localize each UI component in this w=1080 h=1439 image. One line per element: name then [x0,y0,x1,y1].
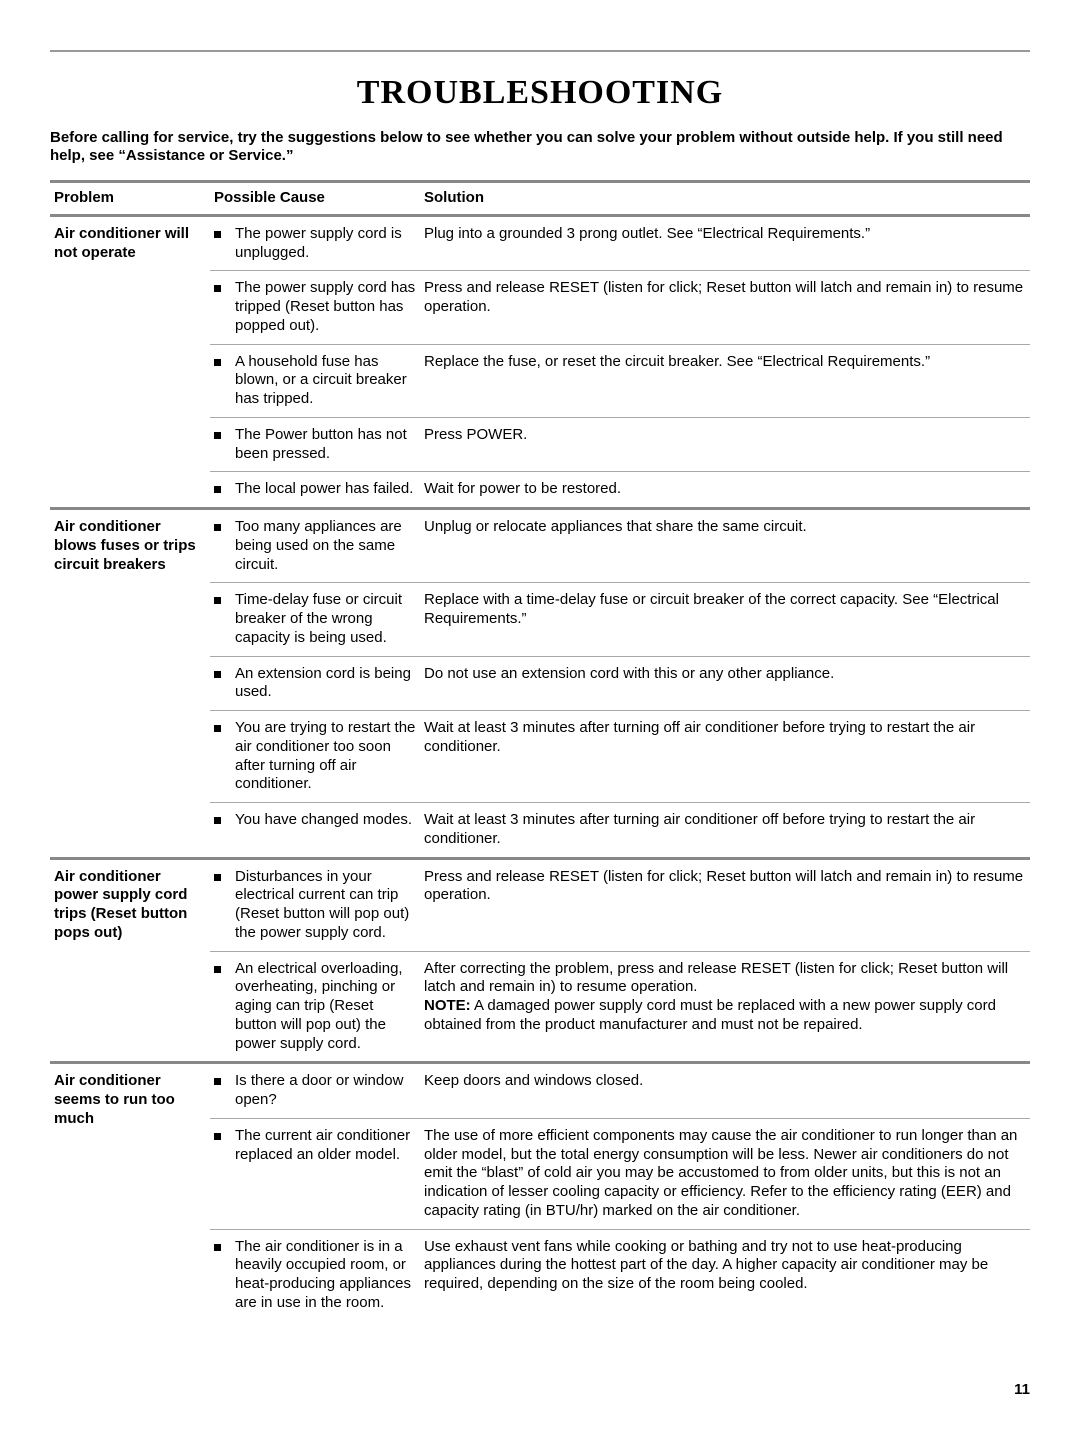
solution-text: Keep doors and windows closed. [424,1072,643,1089]
solution-text: Press POWER. [424,426,527,443]
solution-cell: Do not use an extension cord with this o… [420,656,1030,711]
solution-cell: Press and release RESET (listen for clic… [420,271,1030,344]
cause-text: Too many appliances are being used on th… [235,518,416,574]
bullet-icon [214,966,221,973]
solution-text: Wait for power to be restored. [424,480,621,497]
solution-text: Replace the fuse, or reset the circuit b… [424,353,930,370]
solution-cell: Wait at least 3 minutes after turning ai… [420,803,1030,859]
cause-cell: An electrical overloading, overheating, … [210,951,420,1063]
solution-cell: Wait for power to be restored. [420,472,1030,509]
cause-text: You are trying to restart the air condit… [235,719,416,794]
solution-text: Plug into a grounded 3 prong outlet. See… [424,225,870,242]
bullet-icon [214,874,221,881]
cause-text: Disturbances in your electrical current … [235,868,416,943]
cause-cell: A household fuse has blown, or a circuit… [210,344,420,417]
solution-cell: Use exhaust vent fans while cooking or b… [420,1229,1030,1321]
cause-cell: Is there a door or window open? [210,1063,420,1119]
page-number: 11 [50,1381,1030,1400]
cause-cell: The current air conditioner replaced an … [210,1118,420,1229]
cause-cell: The Power button has not been pressed. [210,417,420,472]
note-text: A damaged power supply cord must be repl… [424,997,996,1033]
solution-cell: Replace with a time-delay fuse or circui… [420,583,1030,656]
cause-cell: The power supply cord has tripped (Reset… [210,271,420,344]
bullet-icon [214,486,221,493]
table-row: Air conditioner power supply cord trips … [50,858,1030,951]
cause-text: The power supply cord is unplugged. [235,225,416,263]
cause-cell: You are trying to restart the air condit… [210,711,420,803]
cause-text: The air conditioner is in a heavily occu… [235,1238,416,1313]
cause-cell: The local power has failed. [210,472,420,509]
solution-cell: Unplug or relocate appliances that share… [420,509,1030,583]
cause-cell: The power supply cord is unplugged. [210,215,420,271]
cause-cell: Too many appliances are being used on th… [210,509,420,583]
solution-text: The use of more efficient components may… [424,1127,1017,1219]
table-header-row: Problem Possible Cause Solution [50,182,1030,216]
cause-text: The current air conditioner replaced an … [235,1127,416,1165]
cause-text: The Power button has not been pressed. [235,426,416,464]
solution-text: Wait at least 3 minutes after turning of… [424,719,975,755]
bullet-icon [214,1078,221,1085]
bullet-icon [214,1133,221,1140]
solution-cell: Wait at least 3 minutes after turning of… [420,711,1030,803]
solution-text: Wait at least 3 minutes after turning ai… [424,811,975,847]
cause-cell: Disturbances in your electrical current … [210,858,420,951]
solution-cell: Replace the fuse, or reset the circuit b… [420,344,1030,417]
bullet-icon [214,524,221,531]
bullet-icon [214,725,221,732]
cause-text: The local power has failed. [235,480,416,499]
solution-text: Do not use an extension cord with this o… [424,665,834,682]
solution-text: Press and release RESET (listen for clic… [424,868,1023,904]
problem-cell: Air conditioner seems to run too much [50,1063,210,1321]
bullet-icon [214,817,221,824]
col-header-cause: Possible Cause [210,182,420,216]
cause-cell: You have changed modes. [210,803,420,859]
col-header-solution: Solution [420,182,1030,216]
bullet-icon [214,1244,221,1251]
note-label: NOTE: [424,997,471,1014]
cause-text: The power supply cord has tripped (Reset… [235,279,416,335]
cause-text: You have changed modes. [235,811,416,830]
solution-text: Replace with a time-delay fuse or circui… [424,591,999,627]
cause-text: A household fuse has blown, or a circuit… [235,353,416,409]
bullet-icon [214,359,221,366]
cause-cell: Time-delay fuse or circuit breaker of th… [210,583,420,656]
solution-cell: Plug into a grounded 3 prong outlet. See… [420,215,1030,271]
cause-text: An electrical overloading, overheating, … [235,960,416,1054]
cause-cell: An extension cord is being used. [210,656,420,711]
solution-text: After correcting the problem, press and … [424,960,1008,996]
solution-text: Press and release RESET (listen for clic… [424,279,1023,315]
cause-cell: The air conditioner is in a heavily occu… [210,1229,420,1321]
solution-cell: The use of more efficient components may… [420,1118,1030,1229]
cause-text: An extension cord is being used. [235,665,416,703]
bullet-icon [214,231,221,238]
problem-cell: Air conditioner power supply cord trips … [50,858,210,1063]
table-row: Air conditioner blows fuses or trips cir… [50,509,1030,583]
bullet-icon [214,285,221,292]
page-title: TROUBLESHOOTING [50,72,1030,115]
solution-cell: Press and release RESET (listen for clic… [420,858,1030,951]
bullet-icon [214,597,221,604]
solution-text: Use exhaust vent fans while cooking or b… [424,1238,988,1293]
problem-cell: Air conditioner blows fuses or trips cir… [50,509,210,859]
intro-text: Before calling for service, try the sugg… [50,129,1030,167]
solution-text: Unplug or relocate appliances that share… [424,518,807,535]
solution-cell: Keep doors and windows closed. [420,1063,1030,1119]
bullet-icon [214,432,221,439]
bullet-icon [214,671,221,678]
table-row: Air conditioner seems to run too muchIs … [50,1063,1030,1119]
solution-cell: Press POWER. [420,417,1030,472]
cause-text: Is there a door or window open? [235,1072,416,1110]
top-rule [50,50,1030,52]
cause-text: Time-delay fuse or circuit breaker of th… [235,591,416,647]
solution-cell: After correcting the problem, press and … [420,951,1030,1063]
troubleshooting-table: Problem Possible Cause Solution Air cond… [50,180,1030,1321]
col-header-problem: Problem [50,182,210,216]
problem-cell: Air conditioner will not operate [50,215,210,508]
table-row: Air conditioner will not operateThe powe… [50,215,1030,271]
